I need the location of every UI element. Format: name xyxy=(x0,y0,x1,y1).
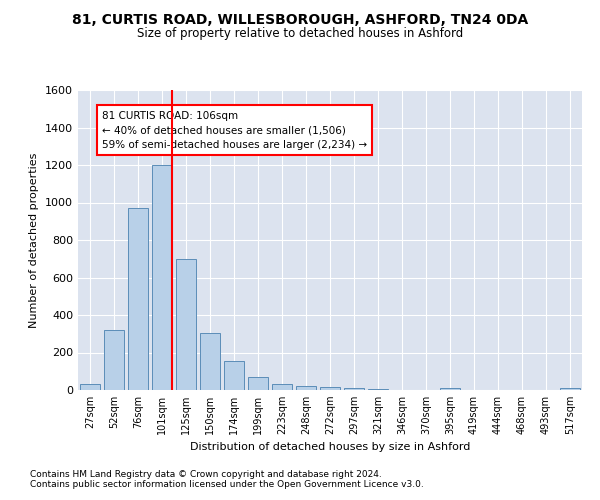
Bar xyxy=(152,165,172,390)
Bar xyxy=(344,388,364,390)
Bar xyxy=(560,388,580,390)
Text: Contains public sector information licensed under the Open Government Licence v3: Contains public sector information licen… xyxy=(30,480,424,489)
Bar xyxy=(320,387,340,390)
Bar xyxy=(128,208,148,390)
Text: Contains HM Land Registry data © Crown copyright and database right 2024.: Contains HM Land Registry data © Crown c… xyxy=(30,470,382,479)
Text: 81 CURTIS ROAD: 106sqm
← 40% of detached houses are smaller (1,506)
59% of semi-: 81 CURTIS ROAD: 106sqm ← 40% of detached… xyxy=(102,110,367,150)
Bar xyxy=(80,384,100,390)
Text: Size of property relative to detached houses in Ashford: Size of property relative to detached ho… xyxy=(137,28,463,40)
Text: 81, CURTIS ROAD, WILLESBOROUGH, ASHFORD, TN24 0DA: 81, CURTIS ROAD, WILLESBOROUGH, ASHFORD,… xyxy=(72,12,528,26)
Bar xyxy=(248,377,268,390)
Bar xyxy=(224,361,244,390)
Bar xyxy=(272,384,292,390)
Bar xyxy=(104,330,124,390)
Bar xyxy=(368,389,388,390)
Y-axis label: Number of detached properties: Number of detached properties xyxy=(29,152,40,328)
Bar xyxy=(440,388,460,390)
Bar xyxy=(296,386,316,390)
Text: Distribution of detached houses by size in Ashford: Distribution of detached houses by size … xyxy=(190,442,470,452)
Bar xyxy=(176,259,196,390)
Bar xyxy=(200,333,220,390)
